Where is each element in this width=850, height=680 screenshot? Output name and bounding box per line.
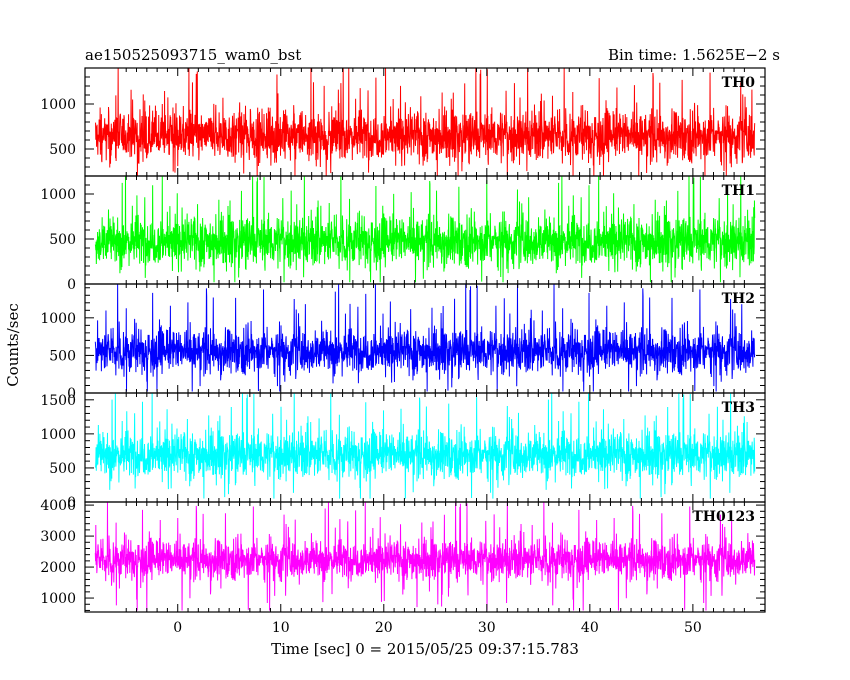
- y-tick-label: 0: [67, 495, 76, 511]
- y-tick-label: 3000: [40, 529, 76, 545]
- y-tick-label: 1000: [40, 97, 76, 113]
- panel-label: TH2: [722, 291, 755, 307]
- x-axis-label: Time [sec] 0 = 2015/05/25 09:37:15.783: [271, 640, 579, 658]
- panel-th3: 0 500 1000 1500 TH3: [40, 392, 766, 511]
- x-axis: 0 10 20 30 40 50: [173, 620, 702, 636]
- x-tick-label: 0: [173, 620, 182, 636]
- panel-th2: 0 500 1000 TH2: [40, 283, 766, 402]
- panel-th0123: 1000 2000 3000 4000 TH0123: [40, 498, 766, 613]
- y-tick-label: 4000: [40, 498, 76, 514]
- x-tick-label: 30: [478, 620, 496, 636]
- chart-title: ae150525093715_wam0_bst: [85, 46, 301, 64]
- panel-label: TH1: [722, 183, 755, 199]
- y-tick-label: 500: [49, 232, 76, 248]
- panel-label: TH0: [722, 75, 756, 91]
- y-tick-label: 1000: [40, 591, 76, 607]
- panel-th0: 500 1000 TH0: [40, 67, 766, 177]
- x-tick-label: 20: [375, 620, 393, 636]
- y-tick-label: 500: [49, 461, 76, 477]
- y-tick-label: 500: [49, 348, 76, 364]
- y-tick-label: 1000: [40, 427, 76, 443]
- y-tick-label: 1000: [40, 187, 76, 203]
- series-line-th0123: [94, 502, 756, 611]
- panel-th1: 0 500 1000 TH1: [40, 175, 766, 293]
- series-line-th1: [94, 176, 756, 283]
- series-line-th2: [94, 284, 756, 392]
- y-tick-label: 0: [67, 386, 76, 402]
- x-tick-label: 50: [684, 620, 702, 636]
- y-axis-label: Counts/sec: [4, 303, 22, 387]
- y-tick-label: 1000: [40, 311, 76, 327]
- series-line-th0: [95, 68, 756, 176]
- x-tick-label: 40: [581, 620, 599, 636]
- x-tick-label: 10: [272, 620, 290, 636]
- y-tick-label: 2000: [40, 560, 76, 576]
- y-tick-label: 1500: [40, 393, 76, 409]
- panel-frame: [84, 501, 766, 613]
- series-line-th3: [94, 393, 756, 499]
- bin-time-label: Bin time: 1.5625E−2 s: [608, 46, 780, 64]
- y-tick-label: 500: [49, 142, 76, 158]
- panel-stack: 500 1000 TH0 0 500 1000 TH1 0 500 1000 TH2 0 500 1000…: [40, 67, 766, 613]
- panel-label: TH0123: [692, 509, 755, 525]
- panel-label: TH3: [722, 400, 755, 416]
- y-tick-label: 0: [67, 277, 76, 293]
